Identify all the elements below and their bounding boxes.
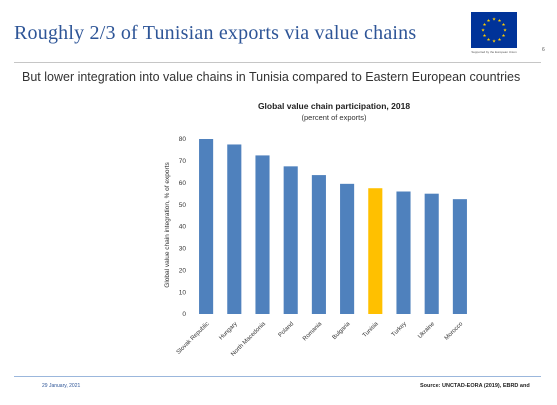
eu-flag-background (471, 12, 517, 48)
y-tick-label: 20 (179, 267, 187, 274)
eu-flag-icon: ★ ★ ★ ★ ★ ★ ★ ★ ★ ★ ★ ★ (471, 12, 517, 56)
y-tick-label: 40 (179, 224, 187, 231)
bar-morocco (452, 199, 467, 314)
eu-star-icon: ★ (482, 33, 487, 38)
bar-poland (283, 166, 298, 314)
eu-star-icon: ★ (502, 22, 507, 27)
eu-star-icon: ★ (492, 39, 497, 44)
eu-star-icon: ★ (503, 28, 508, 33)
x-tick-label: Hungary (218, 321, 238, 341)
x-tick-label: Bulgaria (332, 321, 352, 341)
bars (199, 139, 467, 314)
x-tick-label: Ukraine (417, 321, 436, 340)
x-tick-label: Poland (278, 321, 295, 338)
x-tick-label: Tunisia (362, 321, 380, 339)
slide-subtitle: But lower integration into value chains … (22, 70, 521, 84)
slide-title: Roughly 2/3 of Tunisian exports via valu… (14, 22, 417, 44)
x-tick-label: Turkey (391, 321, 408, 338)
title-divider (14, 62, 541, 63)
bar-north-macedonia (255, 155, 270, 314)
x-tick-label: Slovak Republic (176, 321, 211, 356)
x-tick-label: Romania (302, 321, 324, 343)
y-tick-label: 60 (179, 180, 187, 187)
y-tick-label: 80 (179, 136, 187, 143)
x-tick-label: Morocco (444, 321, 465, 342)
footer-date: 29 January, 2021 (42, 383, 81, 389)
footer-divider (14, 376, 541, 377)
bar-slovak-republic (199, 139, 214, 314)
y-tick-label: 30 (179, 246, 187, 253)
bar-tunisia (368, 188, 383, 314)
y-tick-label: 0 (182, 311, 186, 318)
bar-turkey (396, 191, 411, 314)
y-axis-label: Global value chain integration, % of exp… (164, 162, 171, 288)
bar-ukraine (424, 193, 439, 314)
eu-stars: ★ ★★★★★★★★★★★ (481, 17, 508, 44)
y-tick-label: 70 (179, 158, 187, 165)
footer-source: Source: UNCTAD-EORA (2019), EBRD and (420, 383, 530, 389)
chart-subtitle: (percent of exports) (301, 113, 367, 122)
eu-star-icon: ★ (481, 28, 486, 33)
eu-star-icon: ★ (482, 22, 487, 27)
bar-romania (311, 175, 326, 314)
page-number: 6 (542, 47, 545, 53)
chart-title: Global value chain participation, 2018 (258, 101, 410, 111)
eu-star-icon: ★ (486, 37, 491, 42)
logo-caption: Supported by the European Union (471, 50, 517, 54)
y-axis: 0 10 20 30 40 50 60 70 80 (179, 136, 187, 318)
bar-hungary (227, 144, 242, 314)
y-tick-label: 10 (179, 289, 187, 296)
eu-star-icon: ★ (502, 33, 507, 38)
y-tick-label: 50 (179, 202, 187, 209)
eu-star-icon: ★ (492, 17, 497, 22)
eu-star-icon: ★ (497, 18, 502, 23)
bar-bulgaria (340, 183, 355, 314)
eu-star-icon: ★ (497, 37, 502, 42)
eu-star-icon: ★ (486, 18, 491, 23)
